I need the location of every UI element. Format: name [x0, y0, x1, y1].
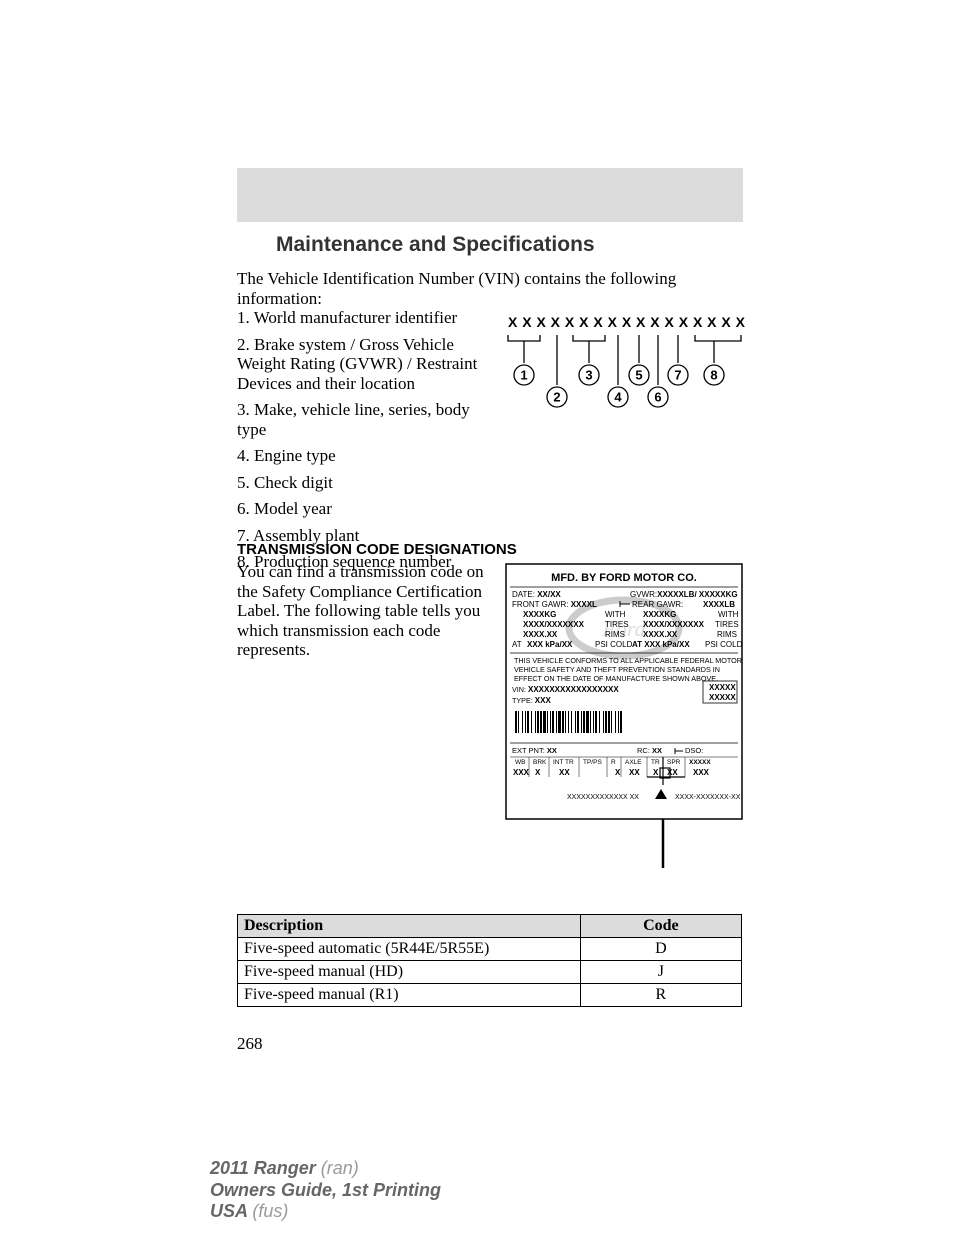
- svg-text:TYPE: XXX: TYPE: XXX: [512, 696, 551, 705]
- svg-text:XX: XX: [667, 768, 678, 777]
- svg-text:XXXX.XX: XXXX.XX: [643, 630, 678, 639]
- transmission-table: Description Code Five-speed automatic (5…: [237, 914, 742, 1007]
- svg-text:1: 1: [520, 368, 527, 383]
- svg-text:WITH: WITH: [718, 610, 739, 619]
- svg-text:REAR GAWR:: REAR GAWR:: [632, 600, 683, 609]
- list-item: 2. Brake system / Gross Vehicle Weight R…: [237, 335, 489, 394]
- svg-text:XXXXKG: XXXXKG: [643, 610, 676, 619]
- svg-text:XX: XX: [559, 768, 570, 777]
- table-header-code: Code: [580, 915, 741, 938]
- page-number: 268: [237, 1034, 263, 1054]
- list-item: 1. World manufacturer identifier: [237, 308, 489, 328]
- page: Maintenance and Specifications The Vehic…: [0, 0, 954, 1235]
- svg-text:X: X: [615, 768, 621, 777]
- svg-text:XXX: XXX: [513, 768, 530, 777]
- svg-text:VEHICLE SAFETY AND THEFT PREVE: VEHICLE SAFETY AND THEFT PREVENTION STAN…: [514, 665, 720, 674]
- svg-text:THIS VEHICLE CONFORMS TO ALL A: THIS VEHICLE CONFORMS TO ALL APPLICABLE …: [514, 656, 742, 665]
- svg-text:3: 3: [585, 368, 592, 383]
- svg-text:AT: AT: [512, 640, 522, 649]
- svg-text:AT XXX kPa/XX: AT XXX kPa/XX: [632, 640, 690, 649]
- list-item: 3. Make, vehicle line, series, body type: [237, 400, 489, 439]
- table-header-description: Description: [238, 915, 581, 938]
- svg-text:X: X: [653, 768, 659, 777]
- svg-text:XXXXX: XXXXX: [709, 693, 736, 702]
- vin-item-list: 1. World manufacturer identifier 2. Brak…: [237, 308, 489, 579]
- svg-text:XXXXXXXXXXXXX XX: XXXXXXXXXXXXX XX: [567, 794, 639, 801]
- svg-text:5: 5: [635, 368, 642, 383]
- page-title: Maintenance and Specifications: [276, 233, 595, 257]
- svg-text:XXXXLB: XXXXLB: [703, 600, 735, 609]
- list-item: 4. Engine type: [237, 446, 489, 466]
- barcode-icon: [513, 711, 735, 733]
- svg-text:XXXX-XXXXXXX-XX: XXXX-XXXXXXX-XX: [675, 794, 741, 801]
- svg-text:INT TR: INT TR: [553, 759, 574, 766]
- svg-text:XXXXKG: XXXXKG: [523, 610, 556, 619]
- svg-text:7: 7: [674, 368, 681, 383]
- label-diagram: MFD. BY FORD MOTOR CO. Ford DATE: XX/XX …: [505, 563, 743, 873]
- svg-text:X: X: [535, 768, 541, 777]
- svg-text:PSI COLD: PSI COLD: [705, 640, 743, 649]
- svg-text:BRK: BRK: [533, 759, 547, 766]
- svg-text:DSO:: DSO:: [685, 746, 703, 755]
- svg-text:SPR: SPR: [667, 759, 681, 766]
- svg-text:XXXXX: XXXXX: [689, 759, 711, 766]
- svg-text:MFD. BY FORD MOTOR CO.: MFD. BY FORD MOTOR CO.: [551, 572, 697, 584]
- svg-text:XX: XX: [629, 768, 640, 777]
- footer: 2011 Ranger (ran) Owners Guide, 1st Prin…: [210, 1158, 441, 1223]
- svg-text:XXXXX: XXXXX: [709, 683, 736, 692]
- svg-text:XXX: XXX: [693, 768, 710, 777]
- svg-text:8: 8: [710, 368, 717, 383]
- header-bar: [237, 168, 743, 222]
- svg-text:FRONT GAWR: XXXXL: FRONT GAWR: XXXXL: [512, 600, 597, 609]
- svg-text:R: R: [611, 759, 616, 766]
- svg-text:GVWR:XXXXXLB/ XXXXXKG: GVWR:XXXXXLB/ XXXXXKG: [630, 590, 738, 599]
- svg-text:4: 4: [614, 390, 622, 405]
- svg-text:AXLE: AXLE: [625, 759, 642, 766]
- svg-text:PSI COLD: PSI COLD: [595, 640, 633, 649]
- svg-text:TIRES: TIRES: [715, 620, 739, 629]
- svg-text:TP/PS: TP/PS: [583, 759, 602, 766]
- svg-text:XXXX.XX: XXXX.XX: [523, 630, 558, 639]
- vin-x-row: X X X X X X X X X X X X X X X X X: [508, 314, 745, 330]
- svg-text:DATE: XX/XX: DATE: XX/XX: [512, 590, 561, 599]
- table-row: Five-speed automatic (5R44E/5R55E)D: [238, 938, 742, 961]
- svg-text:VIN: XXXXXXXXXXXXXXXXX: VIN: XXXXXXXXXXXXXXXXX: [512, 685, 619, 694]
- svg-text:XXX kPa/XX: XXX kPa/XX: [527, 640, 573, 649]
- svg-text:RIMS: RIMS: [717, 630, 737, 639]
- section-heading: TRANSMISSION CODE DESIGNATIONS: [237, 541, 517, 558]
- list-item: 6. Model year: [237, 499, 489, 519]
- svg-text:2: 2: [553, 390, 560, 405]
- svg-text:RC: XX: RC: XX: [637, 746, 662, 755]
- list-item: 5. Check digit: [237, 473, 489, 493]
- svg-text:XXXX/XXXXXXX: XXXX/XXXXXXX: [523, 620, 585, 629]
- svg-text:EFFECT ON THE DATE OF MANUFACT: EFFECT ON THE DATE OF MANUFACTURE SHOWN …: [514, 674, 718, 683]
- svg-text:6: 6: [654, 390, 661, 405]
- svg-text:RIMS: RIMS: [605, 630, 625, 639]
- svg-text:WB: WB: [515, 759, 525, 766]
- svg-text:TR: TR: [651, 759, 660, 766]
- table-row: Five-speed manual (R1)R: [238, 984, 742, 1007]
- svg-text:TIRES: TIRES: [605, 620, 629, 629]
- vin-diagram: X X X X X X X X X X X X X X X X X 1 2 3 …: [505, 313, 745, 423]
- table-row: Five-speed manual (HD)J: [238, 961, 742, 984]
- svg-text:XXXX/XXXXXXX: XXXX/XXXXXXX: [643, 620, 705, 629]
- intro-paragraph: The Vehicle Identification Number (VIN) …: [237, 269, 742, 308]
- vin-circles: 1 2 3 4 5 6 7 8: [514, 365, 724, 407]
- transmission-paragraph: You can find a transmission code on the …: [237, 562, 489, 660]
- svg-text:WITH: WITH: [605, 610, 626, 619]
- svg-text:EXT PNT: XX: EXT PNT: XX: [512, 746, 557, 755]
